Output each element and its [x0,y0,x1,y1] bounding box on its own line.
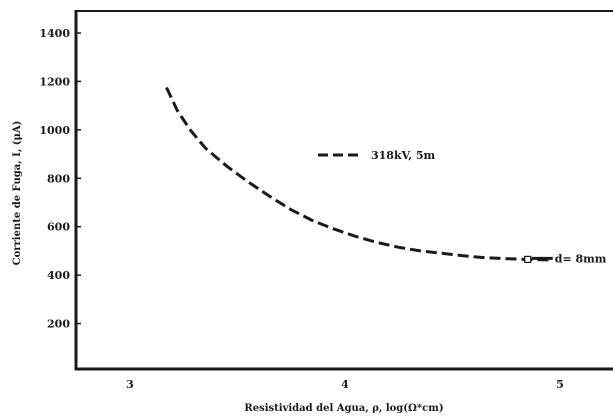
series-line-318kv [165,86,550,262]
x-tick-label: 5 [556,378,564,391]
x-axis-title: Resistividad del Agua, ρ, log(Ω*cm) [244,403,443,414]
y-tick-label: 200 [47,318,70,331]
curve-layer [165,86,550,262]
y-tick-label: 1000 [39,124,70,137]
y-tick-label: 600 [47,221,70,234]
y-tick-label: 400 [47,269,70,282]
y-tick-label: 800 [47,172,70,185]
ticks-layer: 200 400 600 800 1000 1200 1400 3 4 5 [39,27,563,391]
legend: 318kV, 5m [318,149,436,162]
annotation-label-d-8mm: d= 8mm [555,252,607,265]
y-tick-label: 1200 [39,75,70,88]
x-tick-label: 3 [126,378,134,391]
y-tick-label: 1400 [39,27,70,40]
frame-layer [74,10,613,371]
legend-label-318kv: 318kV, 5m [371,149,436,162]
y-axis-title: Corriente de Fuga, I, (μA) [12,121,23,266]
annotation-marker [524,255,532,264]
x-tick-label: 4 [341,378,349,391]
annotation-layer: d= 8mm [524,252,607,265]
